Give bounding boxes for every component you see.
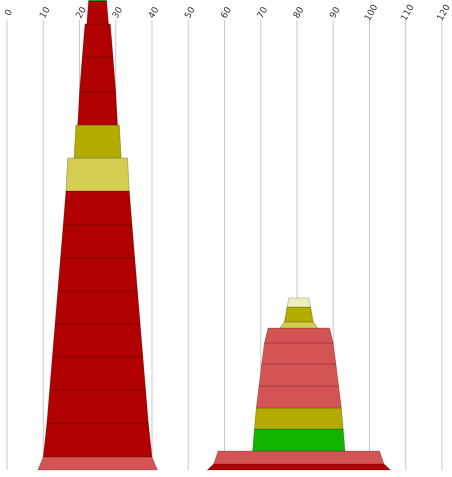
- x-tick-label: 70: [256, 5, 271, 20]
- bar-segment-series2: [258, 363, 340, 387]
- bar-segment-series2: [283, 306, 314, 323]
- bar-segment-series1: [79, 56, 117, 93]
- bar-segment-series2: [206, 463, 392, 471]
- bar-segment-series2: [255, 385, 342, 409]
- bar-segment-series1: [88, 0, 108, 2]
- bar-segment-series1: [51, 323, 144, 358]
- bar-segment-series2: [286, 297, 312, 308]
- bar-segment-series1: [42, 422, 153, 458]
- bar-segment-series1: [46, 389, 149, 424]
- stacked-trapezoid-bars: [37, 0, 392, 471]
- x-axis-tick-labels: 0 10 20 30 40 50 60 70 80 90 100 110 120: [4, 3, 452, 23]
- bar-segment-series1: [65, 157, 130, 192]
- x-tick-label: 100: [363, 3, 380, 23]
- bar-segment-series1: [54, 290, 141, 325]
- bar-segment-series1: [37, 456, 159, 471]
- x-tick-label: 60: [220, 5, 235, 20]
- bar-segment-series1: [77, 91, 118, 126]
- bar-segment-series1: [86, 0, 109, 25]
- bar-segment-series1: [49, 356, 147, 391]
- bar-segment-series2: [253, 407, 344, 430]
- x-tick-label: 110: [399, 3, 416, 23]
- x-tick-label: 0: [4, 8, 16, 18]
- x-tick-label: 120: [436, 3, 452, 23]
- bar-segment-series2: [252, 428, 346, 452]
- bar-segment-series2: [261, 342, 337, 365]
- x-tick-label: 40: [147, 5, 162, 20]
- bar-segment-series1: [60, 224, 136, 259]
- bar-segment-series2: [278, 321, 319, 329]
- bar-segment-series2: [263, 327, 334, 344]
- x-tick-label: 10: [38, 5, 53, 20]
- x-tick-label: 80: [292, 5, 307, 20]
- bar-segment-series1: [57, 257, 138, 292]
- bar-segment-series1: [62, 190, 133, 226]
- x-tick-label: 30: [111, 5, 126, 20]
- bar-segment-series1: [73, 124, 122, 159]
- bar-segment-series1: [81, 23, 114, 58]
- x-tick-label: 50: [183, 5, 198, 20]
- x-tick-label: 90: [328, 5, 343, 20]
- bar-segment-series2: [213, 450, 385, 465]
